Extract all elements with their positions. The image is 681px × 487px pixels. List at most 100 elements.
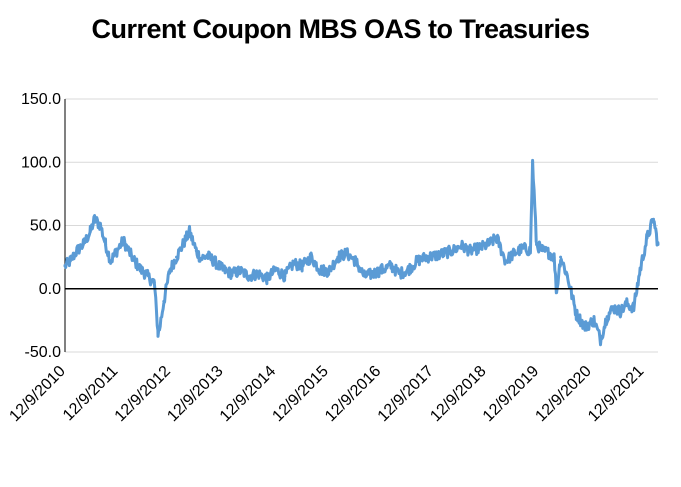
data-point: [139, 268, 143, 272]
data-point: [205, 254, 209, 258]
data-point: [345, 251, 349, 255]
series-line: [63, 158, 660, 347]
data-point: [486, 243, 490, 246]
data-point: [528, 249, 532, 253]
y-tick-label: -50.0: [25, 344, 62, 361]
data-point: [495, 236, 499, 240]
y-tick-label: 50.0: [30, 218, 61, 235]
data-point: [336, 255, 340, 259]
data-point: [552, 255, 556, 259]
data-point: [133, 259, 136, 263]
data-point: [559, 255, 563, 259]
data-point: [318, 268, 322, 272]
data-point: [109, 259, 113, 263]
x-tick-label: 12/9/2021: [585, 363, 647, 425]
data-point: [380, 268, 384, 272]
data-point: [128, 251, 132, 255]
data-point: [371, 272, 375, 276]
data-point: [406, 268, 410, 272]
data-point: [143, 272, 147, 276]
data-point: [63, 264, 67, 268]
data-point: [652, 217, 655, 221]
data-point: [541, 249, 545, 253]
data-point: [638, 268, 642, 272]
data-point: [88, 230, 92, 234]
data-point: [156, 331, 160, 335]
data-point: [599, 337, 602, 341]
data-point: [605, 315, 609, 319]
data-point: [291, 261, 295, 265]
data-point: [327, 269, 331, 273]
data-point: [656, 243, 660, 246]
x-tick-label: 12/9/2017: [375, 363, 437, 425]
data-point: [230, 272, 234, 276]
data-point: [574, 312, 578, 316]
data-point: [256, 272, 260, 276]
data-point: [565, 274, 569, 278]
x-tick-label: 12/9/2013: [164, 363, 226, 425]
data-point: [300, 264, 304, 268]
data-point: [583, 325, 587, 329]
data-point: [81, 243, 85, 246]
data-point: [555, 291, 559, 294]
data-point: [239, 269, 242, 273]
data-point: [283, 274, 287, 278]
data-point: [442, 251, 446, 255]
data-point: [512, 251, 516, 255]
data-point: [531, 160, 535, 164]
data-point: [535, 243, 538, 246]
data-point: [451, 249, 454, 253]
data-point: [433, 254, 437, 258]
data-point: [98, 224, 102, 227]
data-point: [645, 236, 649, 240]
data-point: [194, 249, 198, 253]
data-point: [632, 306, 636, 310]
data-point: [265, 277, 269, 281]
data-point: [398, 272, 401, 276]
data-point: [181, 243, 185, 246]
data-point: [521, 246, 525, 250]
data-point: [548, 251, 552, 255]
data-point: [221, 268, 225, 272]
data-point: [188, 230, 191, 234]
x-tick-label: 12/9/2010: [6, 363, 68, 425]
data-point: [389, 264, 393, 268]
data-point: [362, 274, 366, 278]
x-tick-label: 12/9/2014: [217, 363, 279, 425]
data-point: [199, 256, 203, 260]
data-point: [459, 244, 463, 248]
data-point: [68, 259, 72, 263]
data-point: [121, 239, 125, 243]
x-tick-label: 12/9/2012: [112, 363, 174, 425]
data-point: [168, 268, 172, 272]
data-point: [152, 280, 156, 284]
data-point: [309, 255, 313, 259]
data-point: [592, 318, 596, 322]
data-point: [504, 259, 507, 263]
y-tick-label: 150.0: [21, 91, 61, 108]
data-point: [158, 327, 161, 331]
data-point: [148, 277, 152, 281]
data-point: [75, 249, 79, 253]
x-tick-label: 12/9/2016: [322, 363, 384, 425]
chart-title: Current Coupon MBS OAS to Treasuries: [91, 14, 590, 44]
data-point: [247, 274, 251, 278]
data-point: [618, 310, 622, 313]
y-tick-label: 0.0: [39, 281, 61, 298]
data-point: [625, 302, 629, 306]
data-point: [415, 259, 419, 263]
y-tick-label: 100.0: [21, 154, 61, 171]
data-point: [612, 306, 616, 310]
x-tick-label: 12/9/2019: [480, 363, 542, 425]
x-tick-label: 12/9/2018: [427, 363, 489, 425]
data-point: [115, 249, 119, 253]
data-point: [104, 243, 108, 246]
x-tick-label: 12/9/2020: [532, 363, 594, 425]
data-point: [468, 249, 472, 253]
data-point: [93, 217, 97, 221]
data-point: [162, 299, 166, 303]
data-point: [353, 259, 357, 263]
data-point: [424, 255, 428, 259]
data-point: [175, 255, 178, 259]
